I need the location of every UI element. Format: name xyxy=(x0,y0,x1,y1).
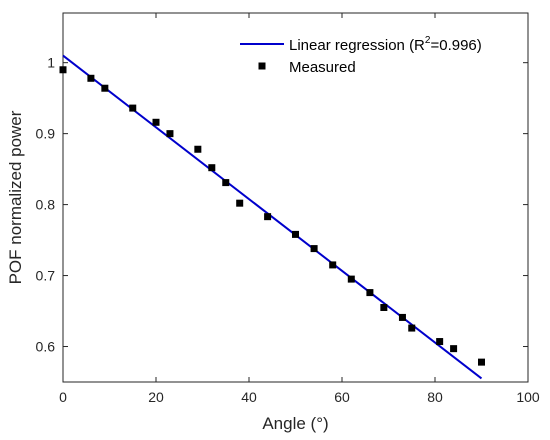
measured-point xyxy=(292,230,299,238)
measured-point xyxy=(152,118,160,126)
x-tick-label: 0 xyxy=(59,389,67,405)
x-tick-label: 20 xyxy=(148,389,164,405)
x-tick-label: 40 xyxy=(241,389,257,405)
measured-point xyxy=(194,145,202,153)
measured-point xyxy=(478,358,485,366)
x-tick-label: 100 xyxy=(516,389,540,405)
measured-point xyxy=(380,303,388,311)
measured-point xyxy=(166,130,174,138)
measured-point xyxy=(222,179,230,187)
measured-point xyxy=(236,199,244,207)
y-axis-label: POF normalized power xyxy=(6,110,25,284)
measured-point xyxy=(264,213,272,221)
y-tick-label: 0.6 xyxy=(36,339,56,355)
y-tick-label: 0.9 xyxy=(36,126,56,142)
x-tick-label: 60 xyxy=(334,389,350,405)
legend-marker-swatch xyxy=(258,62,266,70)
x-tick-label: 80 xyxy=(427,389,443,405)
measured-point xyxy=(129,104,137,112)
x-axis-label: Angle (°) xyxy=(262,414,328,433)
y-tick-label: 1 xyxy=(47,55,55,71)
y-tick-label: 0.7 xyxy=(36,268,56,284)
legend-label-regression: Linear regression (R2=0.996) xyxy=(289,35,482,54)
measured-point xyxy=(208,164,216,172)
series-layer xyxy=(59,54,485,380)
measured-point xyxy=(436,338,444,346)
y-axis: 0.6 0.7 0.8 0.9 1 xyxy=(36,55,528,355)
measured-point xyxy=(101,84,109,92)
legend: Linear regression (R2=0.996) Measured xyxy=(240,35,482,76)
measured-point xyxy=(408,324,416,332)
measured-point xyxy=(398,313,406,321)
measured-point xyxy=(59,66,67,74)
measured-point xyxy=(366,289,374,297)
measured-point xyxy=(347,275,355,283)
measured-point xyxy=(329,261,337,269)
measured-point xyxy=(87,74,95,82)
measured-point xyxy=(310,245,318,253)
plot-area xyxy=(62,12,529,383)
legend-label-measured: Measured xyxy=(289,59,356,76)
y-tick-label: 0.8 xyxy=(36,197,56,213)
measured-point xyxy=(450,345,458,353)
plot-border xyxy=(62,12,529,383)
x-axis: 0 20 40 60 80 100 xyxy=(59,13,540,405)
